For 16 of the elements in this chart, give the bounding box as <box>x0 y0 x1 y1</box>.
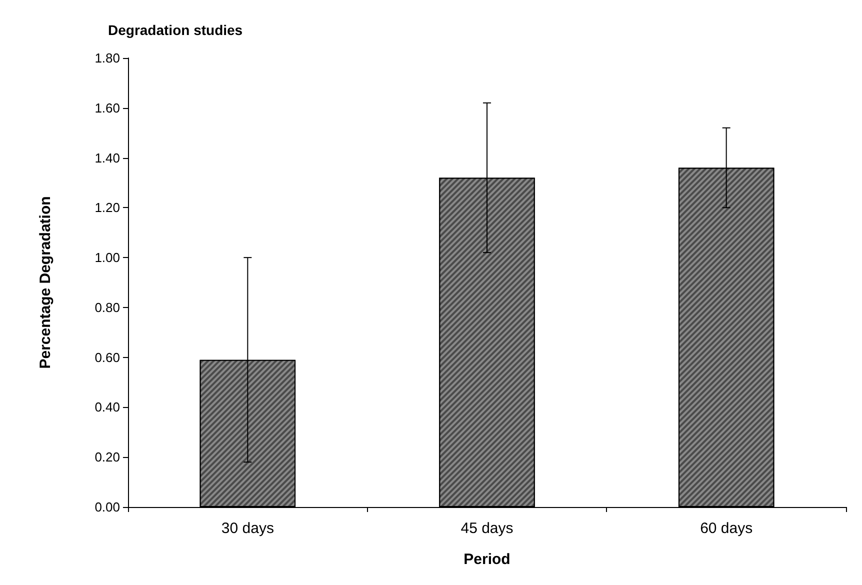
x-tick-label: 30 days <box>221 520 274 537</box>
x-axis-title: Period <box>464 551 510 568</box>
y-tick-label: 0.00 <box>94 500 120 514</box>
y-tick-label: 0.80 <box>94 300 120 315</box>
chart-title: Degradation studies <box>108 22 243 38</box>
y-tick-label: 1.20 <box>94 200 120 216</box>
y-tick-label: 0.40 <box>94 400 120 415</box>
y-tick-label: 1.40 <box>94 150 120 166</box>
y-tick-label: 0.60 <box>94 350 120 365</box>
x-tick-label: 45 days <box>460 520 514 537</box>
y-axis-title: Percentage Degradation <box>37 196 54 369</box>
y-tick-label: 1.80 <box>94 50 120 66</box>
y-tick-label: 0.20 <box>94 450 120 465</box>
x-tick-label: 60 days <box>700 520 753 537</box>
y-tick-label: 1.60 <box>94 100 120 116</box>
y-tick-label: 1.00 <box>94 250 120 266</box>
